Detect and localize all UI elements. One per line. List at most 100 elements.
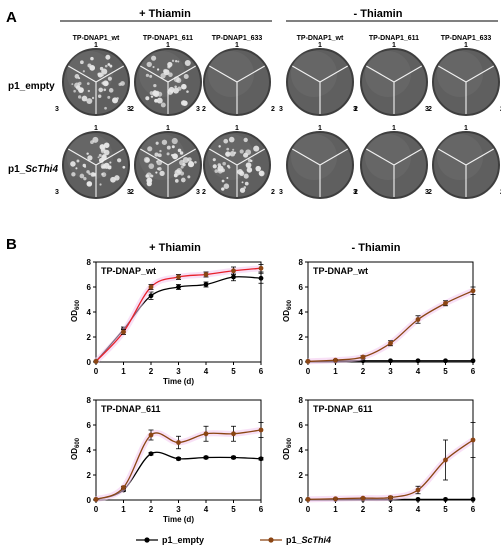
strain-label-plus-2: TP-DNAP1_633: [212, 35, 263, 42]
sector-label-2: 2: [354, 189, 358, 196]
colony: [149, 74, 153, 78]
row-label-p1-empty: p1_empty: [8, 81, 55, 92]
plate-p1_empty-plus_thiamin-1: 123: [127, 42, 206, 116]
sector-label-3: 3: [196, 189, 200, 196]
y-tick-label: 8: [299, 258, 304, 267]
legend-label-p1-empty-sub: empty: [178, 535, 205, 545]
colony: [155, 171, 158, 174]
data-point: [443, 457, 448, 463]
data-point: [203, 455, 209, 460]
colony: [91, 96, 95, 100]
colony: [84, 165, 87, 168]
plate-divider: [393, 148, 422, 166]
y-tick-label: 6: [299, 283, 304, 292]
colony: [176, 77, 182, 83]
strain-label-plus-1: TP-DNAP1_611: [143, 35, 193, 42]
plate-divider: [68, 148, 97, 166]
x-tick-label: 3: [176, 367, 181, 376]
colony: [92, 136, 99, 143]
colony: [244, 181, 249, 186]
plot-frame: [307, 261, 474, 363]
strain-labels: TP-DNAP1_wt TP-DNAP1_611 TP-DNAP1_633 TP-DN…: [73, 35, 492, 42]
plate-p1_empty-minus_thiamin-0: 1 2 3: [279, 42, 358, 116]
colony: [221, 179, 225, 183]
chart-name: TP-DNAP_wt: [313, 266, 368, 276]
data-point: [231, 268, 236, 274]
series-p1_ScThi4: [305, 286, 476, 365]
colony: [180, 177, 186, 183]
colony: [98, 153, 102, 157]
data-point: [333, 357, 338, 363]
colony: [225, 152, 230, 156]
sector-label-1: 1: [392, 42, 396, 49]
sector-label-3: 3: [55, 106, 59, 113]
y-tick-label: 4: [299, 308, 304, 317]
plate-sheen: [208, 51, 254, 97]
row-label-p1-scthi4: p1_ScThi4: [8, 164, 58, 175]
colony: [77, 95, 82, 99]
sector-label-1: 1: [464, 42, 468, 49]
colony: [239, 149, 244, 154]
colony: [159, 170, 165, 177]
data-point: [443, 300, 448, 306]
colony: [226, 147, 230, 151]
y-tick-label: 4: [87, 308, 92, 317]
data-point: [176, 440, 181, 445]
sector-label-1: 1: [235, 125, 239, 132]
y-axis-label: OD600: [70, 437, 81, 460]
colony: [87, 155, 93, 161]
colony: [241, 181, 244, 184]
colony: [221, 168, 225, 173]
plate-divider: [292, 65, 321, 83]
colony: [243, 173, 249, 179]
colony: [163, 68, 168, 74]
sector-label-2: 2: [354, 106, 358, 113]
colony: [97, 94, 102, 98]
data-point: [121, 485, 126, 490]
plate-p1_empty-minus_thiamin-2: 1 23: [425, 42, 501, 116]
colony: [166, 145, 171, 150]
y-axis-label-sub: 600: [75, 299, 81, 310]
series-p1_empty: [93, 272, 264, 364]
sector-label-1: 1: [318, 42, 322, 49]
y-axis-label-sub: 600: [287, 299, 293, 310]
colony: [101, 172, 107, 178]
colony: [167, 61, 173, 68]
colony: [180, 165, 184, 169]
data-point: [148, 451, 154, 457]
colony: [152, 65, 155, 69]
colony: [153, 83, 157, 88]
sector-label-3: 3: [425, 189, 429, 196]
x-tick-label: 0: [94, 367, 99, 376]
colony: [255, 165, 261, 172]
plate-p1_empty-plus_thiamin-2: 123: [196, 42, 275, 116]
colony: [107, 76, 112, 81]
sector-label-3: 3: [425, 106, 429, 113]
plate-divider: [319, 148, 348, 166]
plate-divider: [167, 65, 196, 83]
data-point: [93, 496, 99, 502]
y-tick-label: 6: [87, 283, 92, 292]
colony: [102, 164, 107, 169]
plate-p1_ScThi4-minus_thiamin-0: 123: [279, 125, 358, 199]
x-tick-label: 6: [259, 367, 264, 376]
colony: [110, 176, 116, 183]
plate-divider: [465, 148, 494, 166]
data-point: [388, 495, 393, 500]
colony: [83, 176, 87, 181]
series-line: [307, 290, 474, 363]
chart-name: TP-DNAP_611: [313, 404, 373, 414]
data-point: [258, 265, 264, 271]
y-tick-label: 4: [299, 446, 304, 455]
sector-label-2: 2: [428, 106, 432, 113]
series-halo: [307, 437, 475, 503]
x-tick-label: 0: [306, 505, 311, 514]
row-label-p1-empty-main: p1_: [8, 81, 26, 92]
sector-label-3: 3: [279, 106, 283, 113]
data-point: [360, 495, 366, 501]
colony: [107, 63, 111, 66]
x-tick-label: 3: [388, 505, 393, 514]
x-tick-label: 4: [416, 367, 421, 376]
plate-divider: [140, 148, 169, 166]
